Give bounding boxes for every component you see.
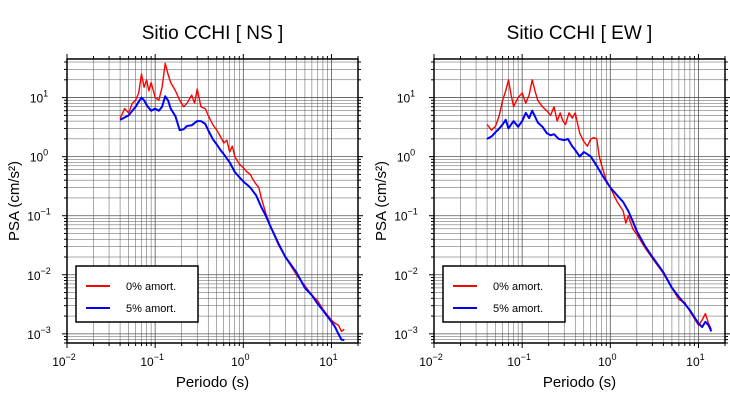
x-axis-label: Periodo (s) (176, 374, 249, 391)
legend-box (75, 265, 199, 323)
legend: 0% amort. 5% amort. (75, 265, 199, 323)
y-tick-label: 10−2 (27, 266, 51, 283)
x-tick-label: 100 (231, 352, 249, 369)
series-line-blue (119, 95, 345, 342)
legend: 0% amort. 5% amort. (442, 265, 566, 323)
x-tick-label: 10−2 (419, 352, 443, 369)
legend-box (442, 265, 566, 323)
y-axis-label: PSA (cm/s²) (6, 161, 23, 241)
y-tick-label: 101 (397, 89, 415, 106)
chart-title: Sitio CCHI [ EW ] (507, 23, 653, 44)
chart-title: Sitio CCHI [ NS ] (142, 23, 283, 44)
y-tick-label: 100 (30, 148, 48, 165)
series-line-blue (486, 109, 713, 332)
x-tick-label: 101 (319, 352, 337, 369)
legend-label: 5% amort. (126, 303, 176, 315)
y-tick-label: 10−3 (27, 325, 51, 342)
legend-label: 0% amort. (126, 281, 176, 293)
legend-label: 0% amort. (493, 281, 543, 293)
y-tick-label: 10−3 (394, 325, 418, 342)
x-tick-label: 10−1 (140, 352, 164, 369)
x-tick-label: 101 (686, 352, 704, 369)
plot-frame (66, 58, 359, 344)
plot-frame (433, 58, 726, 344)
legend-label: 5% amort. (493, 303, 543, 315)
x-axis-label: Periodo (s) (543, 374, 616, 391)
y-axis-label: PSA (cm/s²) (373, 161, 390, 241)
x-tick-label: 10−2 (52, 352, 76, 369)
y-tick-label: 101 (30, 89, 48, 106)
y-tick-label: 10−1 (27, 207, 51, 224)
y-tick-label: 10−1 (394, 207, 418, 224)
y-tick-label: 100 (397, 148, 415, 165)
x-tick-label: 10−1 (507, 352, 531, 369)
x-tick-label: 100 (598, 352, 616, 369)
y-tick-label: 10−2 (394, 266, 418, 283)
